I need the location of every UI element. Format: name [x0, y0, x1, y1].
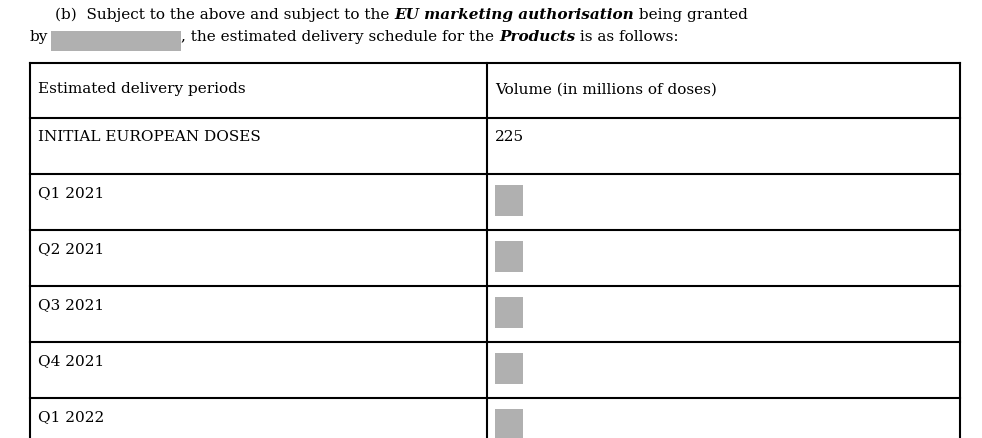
Bar — [495, 410, 523, 438]
Text: by: by — [30, 30, 48, 44]
Text: , the estimated delivery schedule for the: , the estimated delivery schedule for th… — [182, 30, 499, 44]
Bar — [495, 241, 523, 272]
Text: Q1 2022: Q1 2022 — [38, 410, 104, 424]
Text: INITIAL EUROPEAN DOSES: INITIAL EUROPEAN DOSES — [38, 131, 261, 144]
Text: Q3 2021: Q3 2021 — [38, 298, 104, 312]
Text: (b)  Subject to the above and subject to the: (b) Subject to the above and subject to … — [55, 8, 394, 22]
Text: Q4 2021: Q4 2021 — [38, 354, 104, 368]
Bar — [495, 185, 523, 216]
Bar — [495, 353, 523, 384]
Text: Volume (in millions of doses): Volume (in millions of doses) — [495, 82, 717, 96]
Text: EU marketing authorisation: EU marketing authorisation — [394, 8, 634, 22]
Bar — [495, 297, 523, 328]
Text: Products: Products — [499, 30, 575, 44]
Text: is as follows:: is as follows: — [575, 30, 680, 44]
Bar — [51, 31, 182, 51]
Text: Q2 2021: Q2 2021 — [38, 242, 104, 256]
Text: Q1 2021: Q1 2021 — [38, 186, 104, 200]
Text: 225: 225 — [495, 131, 524, 144]
Text: Estimated delivery periods: Estimated delivery periods — [38, 82, 246, 96]
Text: being granted: being granted — [634, 8, 748, 22]
